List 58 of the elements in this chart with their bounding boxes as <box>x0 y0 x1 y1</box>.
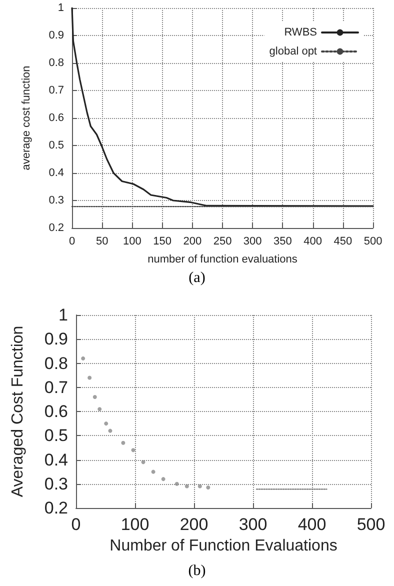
legend-label: global opt <box>269 46 317 58</box>
point <box>98 407 102 412</box>
text: (a) <box>188 270 206 287</box>
point <box>131 448 136 452</box>
x-tick-label: 300 <box>238 515 268 534</box>
y-tick-label: 0.2 <box>44 498 68 518</box>
x-tick-label: 0 <box>71 515 81 534</box>
x-tick-label: 150 <box>153 236 172 248</box>
x-tick-label: 0 <box>68 236 76 248</box>
y-tick-label: 0.7 <box>48 84 64 96</box>
y-tick-label: 0.4 <box>48 167 64 179</box>
x-tick-label: 300 <box>243 236 262 248</box>
legend-label: RWBS <box>284 26 317 38</box>
point <box>104 422 108 426</box>
point <box>198 484 202 488</box>
y-tick-label: 1 <box>58 306 68 324</box>
x-tick-label: 250 <box>213 236 232 248</box>
x-tick-label: 100 <box>120 515 150 534</box>
y-tick-label: 0.9 <box>44 330 68 349</box>
y-axis-title: Averaged Cost Function <box>10 326 26 498</box>
y-tick-label: 0.2 <box>48 222 64 234</box>
point <box>81 356 86 360</box>
x-tick-label: 400 <box>298 515 326 534</box>
y-tick-label: 0.8 <box>44 354 68 373</box>
x-tick-label: 500 <box>356 515 386 534</box>
x-tick-label: 50 <box>96 236 108 248</box>
point <box>92 395 97 400</box>
y-tick-label: 1 <box>58 2 64 14</box>
y-tick-label: 0.3 <box>44 474 68 494</box>
y-tick-label: 0.5 <box>48 140 64 152</box>
x-tick-label: 350 <box>274 236 292 248</box>
y-tick-label: 0.8 <box>48 57 64 69</box>
x-tick-label: 400 <box>304 236 322 248</box>
x-tick-label: 450 <box>334 236 352 248</box>
y-tick-label: 0.6 <box>48 112 64 124</box>
y-tick-label: 0.6 <box>44 402 68 421</box>
point <box>108 428 112 433</box>
y-tick-label: 0.5 <box>44 426 68 446</box>
point <box>184 484 189 488</box>
point <box>121 440 126 445</box>
point <box>161 477 166 482</box>
point <box>151 470 156 474</box>
y-tick-label: 0.7 <box>44 378 68 397</box>
x-axis-title: Number of Function Evaluations <box>110 537 338 554</box>
point <box>174 482 179 486</box>
y-axis-title: average cost function <box>20 66 32 170</box>
y-tick-label: 0.9 <box>48 30 64 42</box>
point <box>206 485 210 490</box>
point <box>88 376 92 380</box>
x-tick-label: 100 <box>123 236 142 248</box>
text: (b) <box>187 563 207 580</box>
x-axis-title: number of function evaluations <box>148 254 298 266</box>
x-tick-label: 200 <box>183 236 202 248</box>
x-tick-label: 200 <box>180 515 208 534</box>
point <box>141 460 146 464</box>
y-tick-label: 0.4 <box>44 450 68 470</box>
y-tick-label: 0.3 <box>48 194 64 206</box>
x-tick-label: 500 <box>364 236 382 248</box>
